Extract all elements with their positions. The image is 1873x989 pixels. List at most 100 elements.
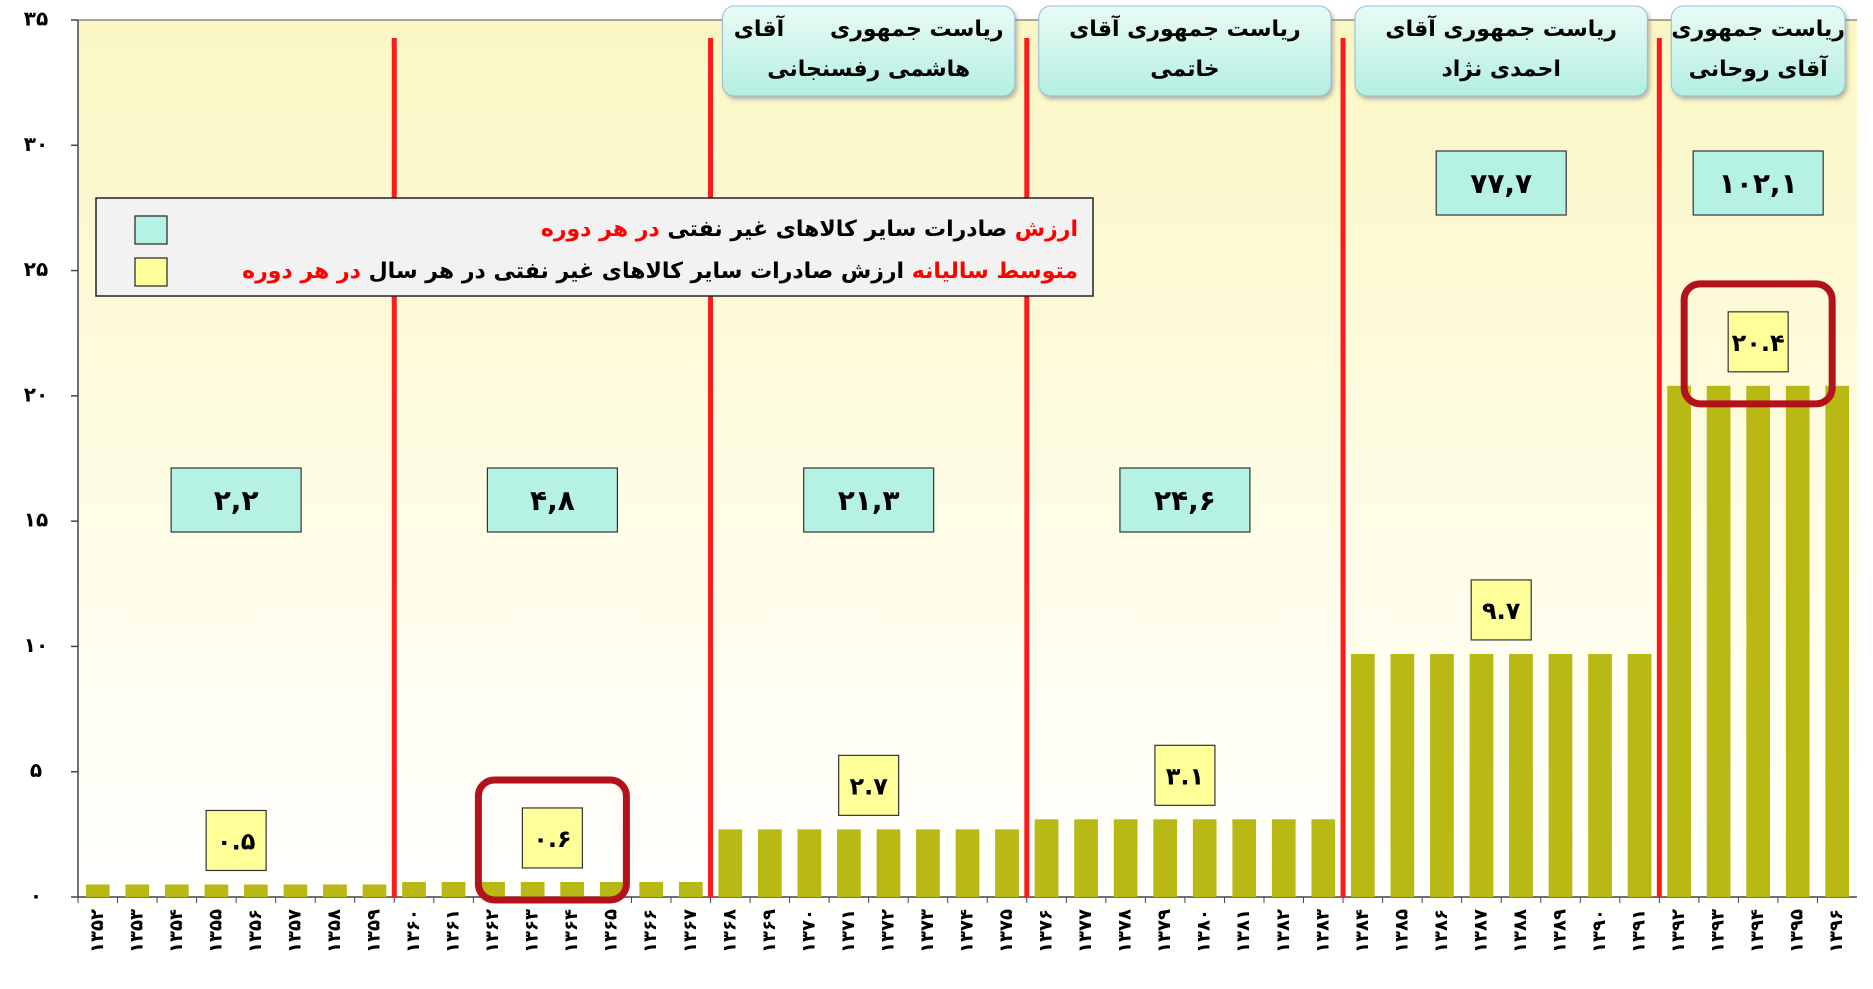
bar <box>1469 653 1494 897</box>
legend-swatch <box>134 215 168 245</box>
bar <box>1232 819 1257 897</box>
x-tick-label: ۱۳۸۹ <box>1550 909 1571 953</box>
bar <box>1627 653 1652 897</box>
legend-entry: ارزش صادرات سایر کالاهای غیر نفتی در هر … <box>541 217 1078 242</box>
bar <box>599 881 624 897</box>
bar <box>164 884 189 897</box>
president-label: ریاست جمهوری آقای <box>1385 14 1617 42</box>
bar <box>441 881 466 897</box>
legend-entry: متوسط سالیانه ارزش صادرات سایر کالاهای غ… <box>242 259 1078 284</box>
period-total: ۷۷,۷ <box>1470 167 1532 200</box>
bar <box>362 884 387 897</box>
x-tick-label: ۱۳۹۴ <box>1747 909 1768 953</box>
legend-text-part: صادرات سایر کالاهای غیر نفتی <box>660 217 1015 242</box>
x-tick-label: ۱۳۶۰ <box>403 909 424 953</box>
legend-text-part: متوسط سالیانه <box>912 259 1078 284</box>
bar <box>1667 385 1691 897</box>
x-tick-label: ۱۳۸۱ <box>1233 909 1254 953</box>
period-total: ۴,۸ <box>530 484 575 517</box>
bar <box>1113 819 1138 897</box>
x-tick-label: ۱۳۸۶ <box>1431 909 1452 953</box>
x-tick-label: ۱۳۶۲ <box>482 909 503 953</box>
bar <box>125 884 150 897</box>
legend-text-part: در هر دوره <box>541 217 660 242</box>
y-tick-label: ۵ <box>30 758 42 782</box>
highlight-frame <box>1680 280 1836 408</box>
x-tick-label: ۱۳۸۵ <box>1391 909 1412 953</box>
bar <box>520 881 545 897</box>
bar <box>1706 385 1731 897</box>
x-tick-label: ۱۳۵۹ <box>364 909 385 953</box>
president-box <box>1354 5 1648 97</box>
bar <box>955 829 980 897</box>
x-tick-label: ۱۳۶۹ <box>759 909 780 953</box>
bar <box>1350 653 1375 897</box>
x-tick-label: ۱۳۸۳ <box>1312 909 1333 953</box>
x-tick-label: ۱۳۷۴ <box>957 909 978 953</box>
legend-text-part: در هر دوره <box>242 259 361 284</box>
legend-text-part: ارزش <box>1015 217 1078 242</box>
period-average: ۰.۵ <box>217 827 255 855</box>
legend-swatch <box>134 257 168 287</box>
bar <box>1548 653 1573 897</box>
bar <box>995 829 1019 897</box>
x-tick-label: ۱۳۷۱ <box>838 909 859 953</box>
x-tick-label: ۱۳۶۱ <box>443 909 464 953</box>
total-box <box>486 467 618 533</box>
x-tick-label: ۱۳۷۵ <box>996 909 1017 953</box>
x-tick-label: ۱۳۸۲ <box>1273 909 1294 953</box>
x-tick-label: ۱۳۷۲ <box>877 909 898 953</box>
x-tick-label: ۱۳۹۵ <box>1787 909 1808 953</box>
x-tick-label: ۱۳۸۸ <box>1510 909 1531 953</box>
average-box <box>1470 579 1532 641</box>
bar <box>1192 819 1217 897</box>
x-tick-label: ۱۳۶۵ <box>601 909 622 953</box>
president-label: احمدی نژاد <box>1441 57 1560 82</box>
bar <box>85 884 110 897</box>
y-tick-label: ۱۵ <box>24 508 48 532</box>
bar <box>718 829 743 897</box>
bar <box>1785 385 1810 897</box>
x-tick-label: ۱۳۸۰ <box>1194 909 1215 953</box>
average-box <box>1154 744 1216 806</box>
president-label: خاتمی <box>1150 57 1219 82</box>
period-average: ۰.۶ <box>533 825 571 853</box>
president-box <box>722 5 1016 97</box>
legend-text-part: ارزش صادرات سایر کالاهای غیر نفتی در هر … <box>361 259 912 284</box>
period-average: ۹.۷ <box>1482 597 1521 625</box>
period-total: ۱۰۲,۱ <box>1719 167 1798 200</box>
bar <box>1825 385 1850 897</box>
y-tick-label: ۲۰ <box>24 382 48 406</box>
bar <box>481 881 505 897</box>
bar <box>757 829 782 897</box>
average-box <box>205 809 267 872</box>
x-tick-label: ۱۳۵۵ <box>205 909 226 953</box>
total-box <box>1435 150 1567 216</box>
x-tick-label: ۱۳۹۰ <box>1589 909 1610 953</box>
y-tick-label: ۳۰ <box>24 132 48 156</box>
x-tick-label: ۱۳۷۹ <box>1154 909 1175 953</box>
average-box <box>838 754 900 816</box>
bar <box>1153 819 1178 897</box>
x-tick-label: ۱۳۵۷ <box>284 909 305 953</box>
bar <box>323 884 347 897</box>
x-tick-label: ۱۳۵۶ <box>245 909 266 953</box>
bar <box>1430 653 1454 897</box>
x-tick-label: ۱۳۵۲ <box>87 909 108 953</box>
x-tick-label: ۱۳۶۶ <box>640 909 661 953</box>
x-tick-label: ۱۳۵۳ <box>126 909 147 953</box>
y-tick-label: ۱۰ <box>24 633 48 657</box>
bar <box>1390 653 1415 897</box>
x-tick-label: ۱۳۵۸ <box>324 909 345 953</box>
bar <box>797 829 822 897</box>
average-box <box>1727 311 1789 373</box>
x-tick-label: ۱۳۶۴ <box>561 909 582 953</box>
y-tick-label: ۰ <box>30 884 42 908</box>
total-box <box>803 467 935 533</box>
period-average: ۲.۷ <box>849 772 888 800</box>
period-total: ۲۱,۳ <box>838 484 900 517</box>
period-average: ۳.۱ <box>1166 762 1204 790</box>
bar <box>560 881 585 897</box>
